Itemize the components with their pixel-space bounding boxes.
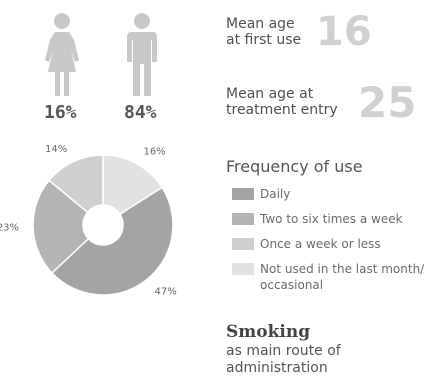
female-figure-icon — [40, 12, 84, 98]
donut-chart: 16% 47% 23% 14% — [0, 144, 177, 297]
pie-slice-3 — [48, 154, 104, 214]
pie-slice-label-1: 47% — [154, 286, 176, 297]
pie-slice-label-0: 16% — [143, 146, 165, 157]
stat-treatment-label: Mean age at treatment entry — [226, 86, 338, 118]
stat-first-use-label-line1: Mean age — [226, 16, 295, 32]
pie-slice-1 — [50, 186, 174, 296]
legend-label-not-used: Not used in the last month/ occasional — [260, 261, 440, 293]
pie-slice-label-3: 14% — [45, 144, 67, 155]
pie-slice-2 — [32, 179, 90, 274]
smoking-subtitle-line1: as main route of — [226, 343, 341, 359]
stat-treatment-label-line1: Mean age at — [226, 86, 314, 102]
smoking-subtitle-line2: administration — [226, 360, 328, 376]
legend-swatch-once-week — [232, 238, 254, 250]
female-percent: 16% — [44, 102, 77, 123]
male-percent: 84% — [124, 102, 157, 123]
legend-label-not-used-line2: occasional — [260, 278, 324, 292]
pie-slice-label-2: 23% — [0, 223, 19, 234]
legend-label-daily: Daily — [260, 187, 291, 201]
stat-first-use-value: 16 — [316, 9, 372, 55]
legend-swatch-daily — [232, 188, 254, 200]
stat-treatment-value: 25 — [358, 78, 417, 127]
frequency-heading: Frequency of use — [226, 157, 363, 176]
pie-slice-0 — [102, 154, 164, 216]
legend-swatch-not-used — [232, 263, 254, 275]
stat-first-use-label: Mean age at first use — [226, 16, 301, 48]
stat-treatment-label-line2: treatment entry — [226, 102, 338, 118]
smoking-title: Smoking — [226, 322, 311, 342]
legend-label-not-used-line1: Not used in the last month/ — [260, 262, 425, 276]
legend-label-two-to-six: Two to six times a week — [260, 212, 403, 226]
stat-first-use-label-line2: at first use — [226, 32, 302, 48]
legend-swatch-two-to-six — [232, 213, 254, 225]
legend-label-once-week: Once a week or less — [260, 237, 381, 251]
smoking-subtitle: as main route of administration — [226, 343, 426, 377]
male-figure-icon — [120, 12, 164, 98]
